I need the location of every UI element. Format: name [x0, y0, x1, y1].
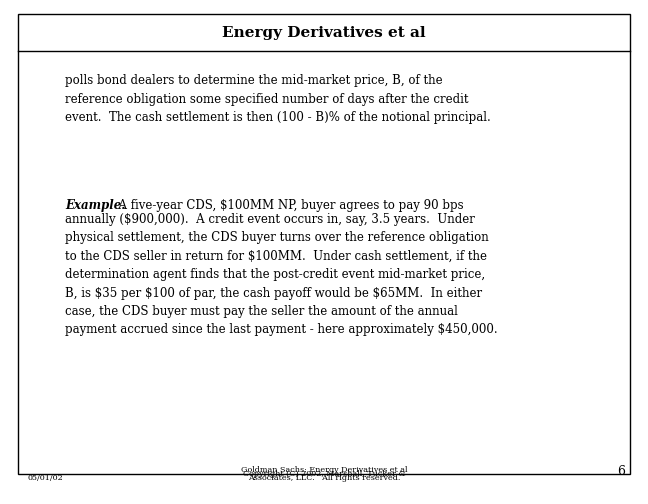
Text: Associates, LLC.   All rights reserved.: Associates, LLC. All rights reserved. — [248, 474, 400, 482]
Text: Goldman Sachs: Energy Derivatives et al: Goldman Sachs: Energy Derivatives et al — [241, 466, 407, 474]
Text: Energy Derivatives et al: Energy Derivatives et al — [222, 26, 426, 39]
Text: Example.: Example. — [65, 199, 125, 212]
Text: 05/01/02: 05/01/02 — [28, 474, 64, 482]
Text: A five-year CDS, $100MM NP, buyer agrees to pay 90 bps: A five-year CDS, $100MM NP, buyer agrees… — [111, 199, 463, 212]
Text: Copyright (C) 2002, Marshall, Tucker &: Copyright (C) 2002, Marshall, Tucker & — [243, 470, 405, 478]
Text: annually ($900,000).  A credit event occurs in, say, 3.5 years.  Under
physical : annually ($900,000). A credit event occu… — [65, 213, 498, 337]
Text: 6: 6 — [617, 465, 625, 478]
Text: polls bond dealers to determine the mid-market price, B, of the
reference obliga: polls bond dealers to determine the mid-… — [65, 74, 491, 124]
